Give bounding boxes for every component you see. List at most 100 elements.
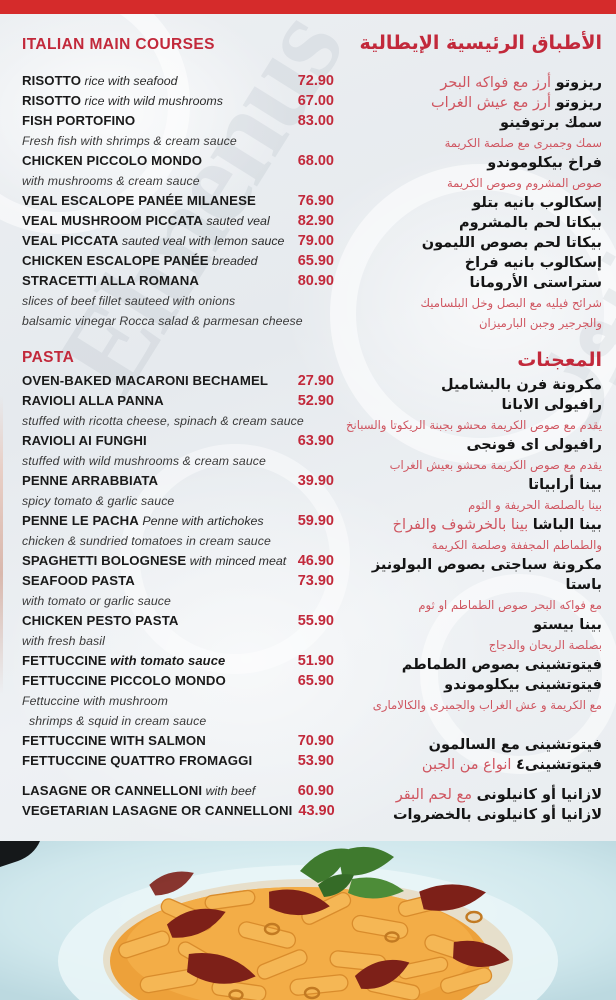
menu-item-row[interactable]: FETTUCCINE WITH SALMON 70.90	[22, 731, 334, 751]
menu-item-row-ar[interactable]: بيكاتا لحم بالمشروم	[459, 215, 602, 231]
item-description: spicy tomato & garlic sauce	[22, 494, 175, 508]
menu-item-row[interactable]: PENNE ARRABBIATA 39.90	[22, 471, 334, 491]
menu-item-row[interactable]: RAVIOLI ALLA PANNA 52.90	[22, 391, 334, 411]
item-description-ar: صوص المشروم وصوص الكريمة	[446, 176, 602, 190]
item-name: VEAL ESCALOPE PANÉE MILANESE	[22, 193, 256, 208]
item-name: RISOTTO rice with wild mushrooms	[22, 93, 223, 108]
menu-item-row-ar[interactable]: رافيولى الابانا	[501, 397, 602, 413]
menu-item-row[interactable]: RAVIOLI AI FUNGHI 63.90	[22, 431, 334, 451]
item-price: 73.90	[297, 573, 334, 589]
item-price: 83.00	[297, 113, 334, 129]
menu-item-row-ar[interactable]: فيتوتشينى٤ انواع من الجبن	[421, 757, 602, 773]
item-name-qualifier-ar: بينا بالخرشوف والفراخ	[392, 517, 533, 533]
section-title-ar-pasta: المعجنات	[517, 349, 602, 371]
item-name: CHICKEN ESCALOPE PANÉE breaded	[22, 253, 258, 268]
item-name-qualifier: breaded	[208, 254, 258, 268]
menu-item-row-ar[interactable]: بينا بيستو	[533, 617, 602, 633]
item-price: 80.90	[297, 273, 334, 289]
menu-item-row[interactable]: CHICKEN ESCALOPE PANÉE breaded 65.90	[22, 251, 334, 271]
menu-item-row-ar[interactable]: إسكالوب بانيه فراخ	[464, 255, 602, 271]
item-name: SEAFOOD PASTA	[22, 573, 135, 588]
food-photo	[0, 841, 616, 1000]
item-name-qualifier: sauted veal	[202, 214, 270, 228]
menu-item-row-ar[interactable]: فيتوتشينى بصوص الطماطم	[401, 657, 602, 673]
item-name: PENNE LE PACHA Penne with artichokes	[22, 513, 264, 528]
menu-item-row[interactable]: FETTUCCINE with tomato sauce 51.90	[22, 651, 334, 671]
menu-item-row-ar[interactable]: باستا	[565, 577, 602, 593]
item-description-ar: شرائح فيليه مع البصل وخل البلساميك	[420, 296, 602, 310]
menu-item-row-ar[interactable]: فراخ بيكلوموندو	[487, 155, 602, 171]
menu-item-row-ar[interactable]: لازانيا أو كانيلونى بالخضروات	[392, 807, 602, 823]
menu-item-row[interactable]: CHICKEN PESTO PASTA 55.90	[22, 611, 334, 631]
menu-item-row[interactable]: FETTUCCINE PICCOLO MONDO 65.90	[22, 671, 334, 691]
item-price: 43.90	[298, 803, 335, 819]
menu-item-row-ar[interactable]: فيتوتشينى بيكلوموندو	[444, 677, 602, 693]
item-description: with mushrooms & cream sauce	[22, 174, 200, 188]
menu-page: Elmenus المنيوز ITALIAN MAIN COURSES RIS…	[0, 14, 616, 841]
item-description: Fettuccine with mushroom	[22, 694, 168, 708]
item-price: 65.90	[297, 253, 334, 269]
menu-item-row[interactable]: CHICKEN PICCOLO MONDO 68.00	[22, 151, 334, 171]
menu-item-row[interactable]: SEAFOOD PASTA 73.90	[22, 571, 334, 591]
item-price: 52.90	[297, 393, 334, 409]
menu-item-row[interactable]: SPAGHETTI BOLOGNESE with minced meat 46.9…	[22, 551, 334, 571]
item-name: LASAGNE OR CANNELLONI with beef	[22, 783, 256, 798]
item-price: 27.90	[297, 373, 334, 389]
item-description-ar: يقدم مع صوص الكريمة محشو بعيش الغراب	[389, 458, 602, 472]
menu-item-row[interactable]: RISOTTO rice with wild mushrooms 67.00	[22, 91, 334, 111]
menu-item-row-ar[interactable]: فيتوتشينى مع السالمون	[428, 737, 602, 753]
item-name-qualifier: with beef	[202, 784, 256, 798]
item-name: OVEN-BAKED MACARONI BECHAMEL	[22, 373, 269, 388]
menu-item-row-ar[interactable]: مكرونة فرن بالبشاميل	[441, 377, 602, 393]
item-description-ar: بينا بالصلصة الحريفة و الثوم	[468, 498, 602, 512]
menu-item-row[interactable]: STRACETTI ALLA ROMANA 80.90	[22, 271, 334, 291]
menu-item-row[interactable]: PENNE LE PACHA Penne with artichokes 59.9…	[22, 511, 334, 531]
item-price: 65.90	[297, 673, 334, 689]
menu-item-row[interactable]: VEGETARIAN LASAGNE OR CANNELLONI 43.90	[22, 801, 335, 821]
menu-item-row-ar[interactable]: ستراستى الأرومانا	[469, 275, 602, 291]
item-name: FETTUCCINE with tomato sauce	[22, 653, 226, 668]
item-name: FETTUCCINE QUATTRO FROMAGGI	[22, 753, 253, 768]
item-price: 39.90	[297, 473, 334, 489]
item-name: PENNE ARRABBIATA	[22, 473, 159, 488]
item-description: stuffed with ricotta cheese, spinach & c…	[22, 414, 304, 428]
menu-item-row-ar[interactable]: إسكالوب بانيه بتلو	[472, 195, 602, 211]
menu-item-row-ar[interactable]: ريزوتو أرز مع عيش الغراب	[431, 95, 602, 111]
menu-item-row[interactable]: RISOTTO rice with seafood 72.90	[22, 71, 334, 91]
menu-item-row-ar[interactable]: ريزوتو أرز مع فواكه البحر	[440, 75, 602, 91]
menu-item-row[interactable]: VEAL PICCATA sauted veal with lemon sauc…	[22, 231, 334, 251]
menu-item-row[interactable]: LASAGNE OR CANNELLONI with beef 60.90	[22, 781, 334, 801]
menu-item-row[interactable]: FISH PORTOFINO 83.00	[22, 111, 334, 131]
menu-item-row[interactable]: VEAL ESCALOPE PANÉE MILANESE 76.90	[22, 191, 334, 211]
item-name-qualifier: with minced meat	[186, 554, 287, 568]
menu-item-row-ar[interactable]: سمك برتوفينو	[500, 115, 602, 131]
item-price: 60.90	[297, 783, 334, 799]
section-title-pasta: PASTA	[22, 349, 75, 366]
menu-item-row-ar[interactable]: رافيولى اى فونجى	[466, 437, 602, 453]
menu-item-row[interactable]: VEAL MUSHROOM PICCATA sauted veal 82.90	[22, 211, 334, 231]
item-price: 53.90	[297, 753, 334, 769]
item-description: Fresh fish with shrimps & cream sauce	[22, 134, 237, 148]
menu-item-row[interactable]: FETTUCCINE QUATTRO FROMAGGI 53.90	[22, 751, 334, 771]
menu-item-row-ar[interactable]: لازانيا أو كانيلونى مع لحم البقر	[395, 787, 602, 803]
row-spacer	[22, 771, 334, 781]
item-name-qualifier: with tomato sauce	[106, 653, 226, 668]
item-description: shrimps & squid in cream sauce	[29, 714, 207, 728]
menu-item-row-ar[interactable]: بيكاتا لحم بصوص الليمون	[421, 235, 602, 251]
menu-item-row[interactable]: OVEN-BAKED MACARONI BECHAMEL 27.90	[22, 371, 334, 391]
menu-list-ar-pasta: مكرونة فرن بالبشاميل رافيولى الابانا يقدم …	[334, 375, 602, 825]
item-name-qualifier: rice with wild mushrooms	[81, 94, 223, 108]
item-name: SPAGHETTI BOLOGNESE with minced meat	[22, 553, 287, 568]
item-name: RAVIOLI ALLA PANNA	[22, 393, 164, 408]
item-description-ar: والجرجير وجبن البارميزان	[479, 316, 602, 330]
menu-item-row-ar[interactable]: مكرونة سباجتى بصوص البولونيز	[371, 557, 602, 573]
item-description-ar: سمك وجمبرى مع صلصة الكريمة	[444, 136, 602, 150]
food-photo-illustration	[0, 841, 616, 1000]
item-description: chicken & sundried tomatoes in cream sau…	[22, 534, 271, 548]
english-column: ITALIAN MAIN COURSES RISOTTO rice with s…	[22, 14, 335, 821]
item-description: slices of beef fillet sauteed with onion…	[22, 294, 236, 308]
menu-item-row-ar[interactable]: بينا أرابياتا	[528, 477, 602, 493]
menu-item-row-ar[interactable]: بينا الباشا بينا بالخرشوف والفراخ	[392, 517, 602, 533]
item-price: 76.90	[297, 193, 334, 209]
item-name-qualifier: sauted veal with lemon sauce	[118, 234, 285, 248]
